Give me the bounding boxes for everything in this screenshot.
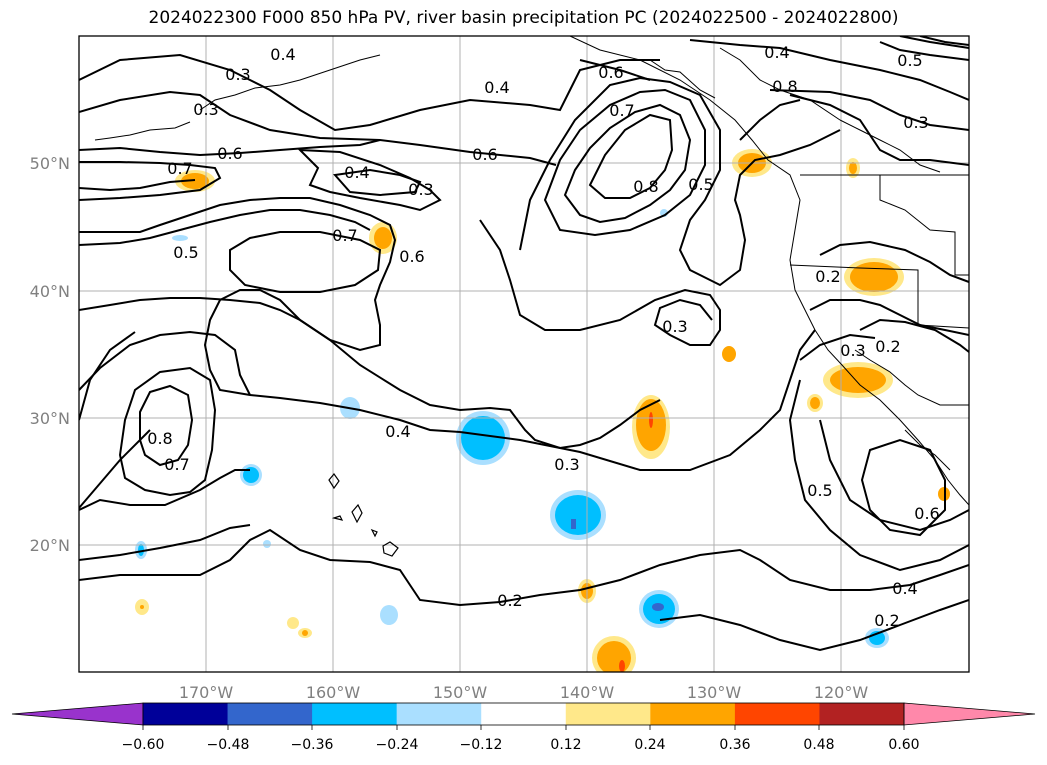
colorbar-cell — [227, 703, 313, 725]
contour-label: 0.3 — [225, 65, 250, 84]
contour-label: 0.4 — [385, 422, 410, 441]
colorbar-tick-label: 0.12 — [550, 737, 581, 753]
colorbar-tick-label: 0.24 — [634, 737, 665, 753]
positive-patch-e — [844, 258, 904, 296]
map-area — [79, 36, 969, 672]
lat-tick-label: 40°N — [30, 282, 70, 301]
contour-label: 0.4 — [764, 43, 789, 62]
positive-patch-b — [369, 222, 397, 254]
lon-tick-label: 160°W — [306, 683, 361, 702]
hawaii-islands — [328, 473, 399, 557]
colorbar-extend-low — [11, 702, 144, 726]
lon-tick-label: 130°W — [687, 683, 742, 702]
contour-label: 0.8 — [772, 77, 797, 96]
colorbar-tick-marks — [142, 725, 905, 730]
contour-label: 0.4 — [270, 45, 295, 64]
colorbar-tick-label: −0.24 — [376, 737, 419, 753]
contour-label: 0.7 — [332, 226, 357, 245]
lat-tick-label: 30°N — [30, 409, 70, 428]
positive-patch-h — [592, 636, 636, 672]
colorbar-cell — [734, 703, 820, 725]
contour-label: 0.2 — [815, 267, 840, 286]
contour-label: 0.5 — [897, 51, 922, 70]
contour-label: 0.3 — [554, 455, 579, 474]
contour-label: 0.7 — [164, 455, 189, 474]
contour-label: 0.4 — [344, 163, 369, 182]
lon-tick-label: 140°W — [560, 683, 615, 702]
colorbar-tick-label: 0.48 — [803, 737, 834, 753]
lat-tick-labels: 50°N 40°N 30°N 20°N — [30, 154, 70, 555]
contour-label: 0.5 — [807, 481, 832, 500]
contour-label: 0.6 — [598, 63, 623, 82]
map-title: 2024022300 F000 850 hPa PV, river basin … — [148, 8, 899, 28]
contour-label: 0.7 — [609, 101, 634, 120]
contour-label: 0.3 — [662, 317, 687, 336]
colorbar-cells — [143, 703, 905, 725]
colorbar-cell — [143, 703, 229, 725]
colorbar-tick-label: −0.48 — [207, 737, 250, 753]
contour-label: 0.3 — [840, 341, 865, 360]
colorbar-tick-label: −0.12 — [460, 737, 503, 753]
contour-label: 0.2 — [875, 337, 900, 356]
contour-label: 0.7 — [167, 159, 192, 178]
contour-label: 0.2 — [874, 611, 899, 630]
contour-labels: 0.4 0.3 0.4 0.3 0.6 0.7 0.4 0.3 0.6 0.7 … — [147, 43, 939, 630]
contour-label: 0.8 — [633, 177, 658, 196]
colorbar-tick-labels: −0.60 −0.48 −0.36 −0.24 −0.12 0.12 0.24 … — [122, 737, 920, 753]
lon-tick-label: 150°W — [433, 683, 488, 702]
colorbar-tick-label: 0.60 — [888, 737, 919, 753]
colorbar-cell — [312, 703, 398, 725]
contour-label: 0.3 — [903, 113, 928, 132]
lat-tick-label: 20°N — [30, 536, 70, 555]
colorbar-cell — [396, 703, 482, 725]
contour-label: 0.3 — [193, 100, 218, 119]
colorbar-cell — [650, 703, 736, 725]
lon-tick-labels: 170°W 160°W 150°W 140°W 130°W 120°W — [179, 683, 869, 702]
contour-label: 0.6 — [399, 247, 424, 266]
negative-patch-a — [456, 411, 510, 465]
coastlines — [94, 36, 969, 506]
contour-label: 0.8 — [147, 429, 172, 448]
positive-patch-g — [632, 395, 670, 459]
colorbar-cell — [565, 703, 651, 725]
contour-label: 0.6 — [472, 145, 497, 164]
colorbar-tick-label: −0.36 — [291, 737, 334, 753]
colorbar-tick-label: −0.60 — [122, 737, 165, 753]
contour-label: 0.6 — [217, 144, 242, 163]
contour-label: 0.6 — [914, 504, 939, 523]
contour-label: 0.2 — [497, 591, 522, 610]
colorbar-cell — [819, 703, 905, 725]
lat-tick-label: 50°N — [30, 154, 70, 173]
contour-label: 0.5 — [173, 243, 198, 262]
contour-label: 0.4 — [892, 579, 917, 598]
colorbar-frame — [142, 702, 905, 726]
colorbar-extend-high — [903, 702, 1036, 726]
contour-label: 0.5 — [688, 175, 713, 194]
map-border — [78, 35, 970, 673]
lon-tick-label: 170°W — [179, 683, 234, 702]
colorbar-cell — [481, 703, 567, 725]
negative-patch-c — [639, 590, 679, 628]
contour-label: 0.3 — [408, 180, 433, 199]
contour-label: 0.4 — [484, 78, 509, 97]
lon-tick-label: 120°W — [814, 683, 869, 702]
colorbar-tick-label: 0.36 — [719, 737, 750, 753]
pv-contours — [79, 36, 969, 652]
negative-patch-b — [550, 490, 606, 540]
colorbar: −0.60 −0.48 −0.36 −0.24 −0.12 0.12 0.24 … — [11, 702, 1036, 753]
